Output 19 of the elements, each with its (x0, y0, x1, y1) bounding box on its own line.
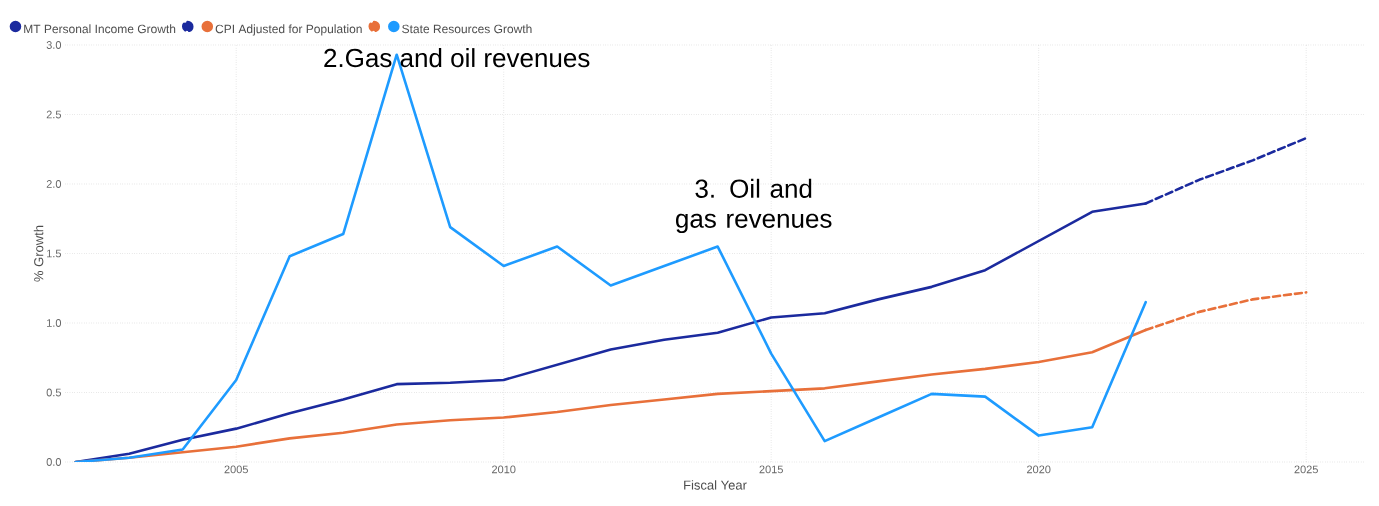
y-tick-label: 2.0 (46, 180, 62, 188)
legend-label: State Resources Growth (402, 24, 532, 34)
y-tick-label: 1.0 (47, 319, 62, 327)
x-axis-title: Fiscal Year (684, 480, 747, 490)
x-tick-label: 2005 (224, 465, 248, 474)
y-tick-label: 1.5 (47, 249, 62, 258)
annotation: 2.Gas and oil revenues (324, 48, 590, 68)
legend-label: CPI Adjusted for Population (215, 24, 362, 36)
y-axis-title: % Growth (33, 225, 44, 282)
y-tick-label: 0.5 (46, 388, 62, 397)
legend-label: MT Personal Income Growth (24, 24, 176, 34)
x-tick-label: 2020 (1026, 465, 1051, 474)
y-tick-label: 0.0 (46, 458, 62, 466)
x-tick-label: 2010 (492, 465, 516, 474)
x-tick-label: 2015 (759, 465, 783, 474)
annotation: 3. Oil and gas revenues (676, 178, 832, 234)
y-tick-label: 2.5 (46, 110, 62, 119)
y-tick-label: 3.0 (46, 41, 62, 49)
x-tick-label: 2025 (1294, 465, 1318, 474)
